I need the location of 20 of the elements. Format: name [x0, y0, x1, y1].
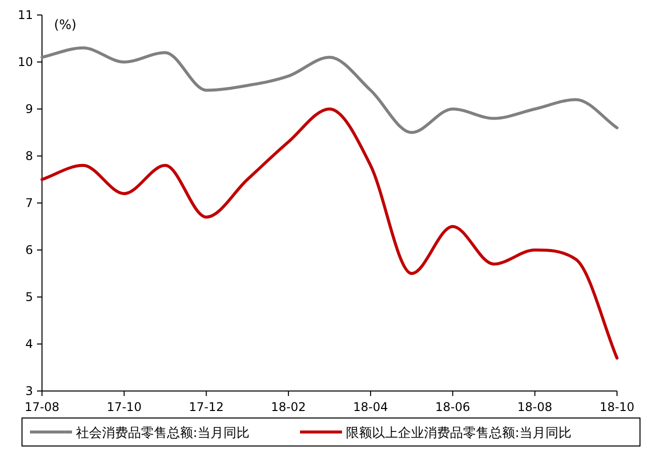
x-tick-label: 17-12 [188, 400, 224, 414]
x-tick-label: 17-10 [106, 400, 142, 414]
x-tick-label: 17-08 [24, 400, 60, 414]
y-tick-label: 11 [18, 8, 33, 22]
x-tick-label: 18-06 [435, 400, 470, 414]
x-tick-label: 18-04 [353, 400, 388, 414]
y-tick-label: 5 [25, 290, 33, 304]
y-tick-label: 6 [25, 243, 33, 257]
x-tick-label: 18-08 [517, 400, 552, 414]
x-tick-label: 18-10 [600, 400, 634, 414]
x-tick-label: 18-02 [270, 400, 306, 414]
legend-label: 社会消费品零售总额:当月同比 [76, 426, 250, 441]
y-axis-title: (%) [54, 18, 76, 33]
y-tick-label: 9 [25, 102, 33, 116]
y-tick-label: 3 [25, 384, 33, 398]
y-tick-label: 10 [18, 55, 33, 69]
y-tick-label: 8 [25, 149, 33, 163]
y-tick-label: 4 [25, 337, 33, 351]
y-tick-label: 7 [25, 196, 33, 210]
legend-label: 限额以上企业消费品零售总额:当月同比 [346, 426, 572, 441]
